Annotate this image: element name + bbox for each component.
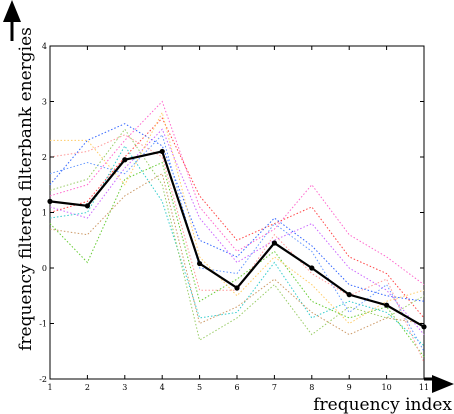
x-tick-label-2: 2 xyxy=(85,383,90,392)
y-axis-label: frequency filtered filterbank energies xyxy=(16,27,36,351)
main-series-group xyxy=(47,148,427,330)
main-series-point-9 xyxy=(346,292,352,298)
x-tick-label-7: 7 xyxy=(272,383,277,392)
main-series-point-1 xyxy=(47,198,53,204)
main-series-point-3 xyxy=(122,157,128,163)
main-series-point-10 xyxy=(384,302,390,308)
background-series-line-10 xyxy=(49,133,425,352)
tick-group: 1 2 3 4 5 6 7 8 9 10 11 -2 -1 0 1 2 3 4 xyxy=(39,42,429,392)
background-series-line-9 xyxy=(49,172,425,336)
background-series-line-5 xyxy=(49,128,425,335)
background-series-group xyxy=(49,100,425,363)
main-series-point-8 xyxy=(309,265,315,271)
y-tick-label-2: 2 xyxy=(42,153,47,162)
background-series-line-2 xyxy=(49,117,425,319)
y-tick-label--1: -1 xyxy=(39,320,47,329)
x-tick-label-6: 6 xyxy=(234,383,239,392)
main-series-point-4 xyxy=(159,148,165,155)
main-series-point-11 xyxy=(421,324,427,330)
main-series-line xyxy=(49,150,425,328)
y-tick-label-1: 1 xyxy=(42,209,47,218)
plot-area-frame xyxy=(49,45,425,380)
background-series-line-4 xyxy=(49,123,425,302)
x-tick-label-10: 10 xyxy=(382,383,392,392)
y-tick-label-4: 4 xyxy=(42,42,47,51)
main-series-point-6 xyxy=(234,285,240,291)
background-series-line-8 xyxy=(49,128,425,341)
main-series-point-2 xyxy=(84,203,90,209)
y-axis-arrowhead xyxy=(3,0,21,22)
x-tick-label-5: 5 xyxy=(197,383,202,392)
x-tick-label-3: 3 xyxy=(122,383,127,392)
x-axis-label: frequency index xyxy=(313,395,452,414)
background-series-line-11 xyxy=(49,134,425,363)
y-tick-label-3: 3 xyxy=(42,98,47,107)
y-tick-label--2: -2 xyxy=(39,375,47,384)
background-series-line-7 xyxy=(50,111,425,325)
x-tick-label-1: 1 xyxy=(47,383,52,392)
x-axis-arrowhead xyxy=(432,375,454,393)
background-series-line-3 xyxy=(49,161,425,358)
main-series-point-5 xyxy=(197,260,203,267)
x-tick-label-11: 11 xyxy=(419,383,429,392)
x-tick-label-9: 9 xyxy=(347,383,352,392)
main-series-point-7 xyxy=(271,240,277,246)
y-tick-label-0: 0 xyxy=(42,264,47,273)
x-tick-label-4: 4 xyxy=(160,383,165,392)
background-series-line-1 xyxy=(49,100,425,286)
x-tick-label-8: 8 xyxy=(309,383,314,392)
background-series-line-6 xyxy=(49,144,425,347)
